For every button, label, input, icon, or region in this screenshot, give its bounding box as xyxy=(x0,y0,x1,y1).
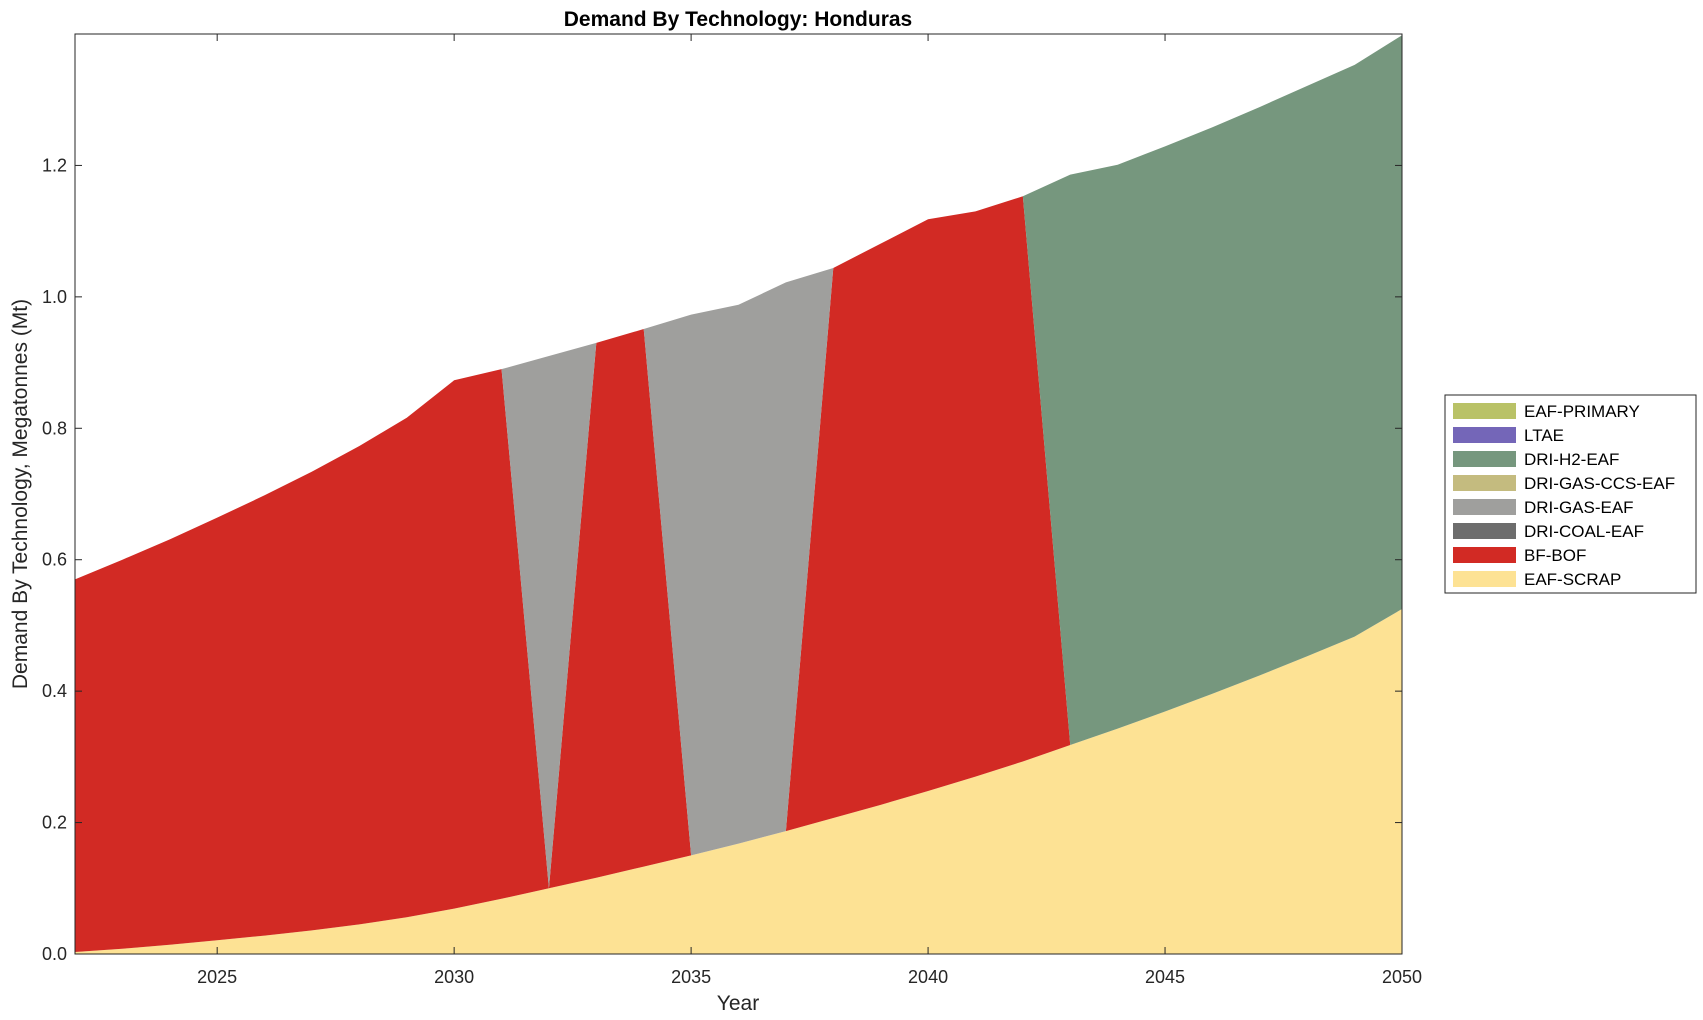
axis-ticks: 2025 2030 2035 2040 2045 2050 0.0 0.2 0.4 0.6 0.8 1… xyxy=(42,34,1422,987)
series-areas xyxy=(75,35,1402,954)
legend-items: EAF-PRIMARY LTAE DRI-H2-EAF DRI-GAS-CCS-EAF… xyxy=(1453,402,1675,589)
x-tick-label-2045: 2045 xyxy=(1145,967,1185,987)
y-axis-title: Demand By Technology, Megatonnes (Mt) xyxy=(9,299,32,689)
legend-swatch-eaf-scrap xyxy=(1453,571,1516,587)
y-tick-label-1: 0.2 xyxy=(42,813,67,833)
legend-swatch-dri-gas-eaf xyxy=(1453,499,1516,515)
legend-label-dri-gas-ccs-eaf: DRI-GAS-CCS-EAF xyxy=(1524,474,1675,493)
x-tick-label-2050: 2050 xyxy=(1382,967,1422,987)
x-tick-label-2025: 2025 xyxy=(197,967,237,987)
legend-swatch-dri-h2-eaf xyxy=(1453,451,1516,467)
chart-title: Demand By Technology: Honduras xyxy=(564,8,912,31)
legend-swatch-dri-coal-eaf xyxy=(1453,523,1516,539)
y-tick-label-0: 0.0 xyxy=(42,944,67,964)
legend: EAF-PRIMARY LTAE DRI-H2-EAF DRI-GAS-CCS-EAF… xyxy=(1444,394,1697,594)
area-dri-h2-eaf xyxy=(75,35,1402,746)
y-tick-label-2: 0.4 xyxy=(42,681,67,701)
x-axis-title: Year xyxy=(717,992,759,1015)
legend-label-dri-gas-eaf: DRI-GAS-EAF xyxy=(1524,498,1634,517)
y-tick-label-3: 0.6 xyxy=(42,550,67,570)
area-dri-gas-eaf xyxy=(75,196,1402,889)
legend-label-eaf-primary: EAF-PRIMARY xyxy=(1524,402,1640,421)
legend-label-dri-coal-eaf: DRI-COAL-EAF xyxy=(1524,522,1644,541)
y-tick-label-5: 1.0 xyxy=(42,287,67,307)
x-tick-label-2040: 2040 xyxy=(908,967,948,987)
legend-swatch-bf-bof xyxy=(1453,547,1516,563)
area-eaf-scrap xyxy=(75,609,1402,954)
legend-label-bf-bof: BF-BOF xyxy=(1524,546,1586,565)
y-tick-label-4: 0.8 xyxy=(42,418,67,438)
legend-swatch-ltae xyxy=(1453,427,1516,443)
legend-label-dri-h2-eaf: DRI-H2-EAF xyxy=(1524,450,1619,469)
plot-frame xyxy=(74,33,1403,955)
legend-swatch-dri-gas-ccs-eaf xyxy=(1453,475,1516,491)
legend-label-eaf-scrap: EAF-SCRAP xyxy=(1524,570,1621,589)
area-bf-bof xyxy=(75,196,1402,953)
x-tick-label-2035: 2035 xyxy=(671,967,711,987)
x-tick-label-2030: 2030 xyxy=(434,967,474,987)
legend-swatch-eaf-primary xyxy=(1453,403,1516,419)
legend-label-ltae: LTAE xyxy=(1524,426,1564,445)
y-tick-label-6: 1.2 xyxy=(42,155,67,175)
